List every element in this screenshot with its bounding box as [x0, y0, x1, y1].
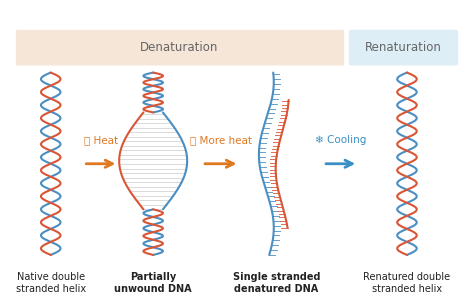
FancyBboxPatch shape [16, 30, 344, 65]
Text: Native double
stranded helix: Native double stranded helix [16, 272, 86, 294]
FancyBboxPatch shape [349, 30, 458, 65]
Text: 🌡 More heat: 🌡 More heat [190, 135, 252, 145]
Text: ❄ Cooling: ❄ Cooling [315, 135, 366, 145]
Text: Partially
unwound DNA: Partially unwound DNA [114, 272, 192, 294]
Text: Denaturation: Denaturation [140, 41, 218, 54]
Text: Renaturation: Renaturation [365, 41, 442, 54]
Text: Renatured double
stranded helix: Renatured double stranded helix [364, 272, 450, 294]
Text: 🌡 Heat: 🌡 Heat [84, 135, 118, 145]
Text: Single stranded
denatured DNA: Single stranded denatured DNA [233, 272, 320, 294]
